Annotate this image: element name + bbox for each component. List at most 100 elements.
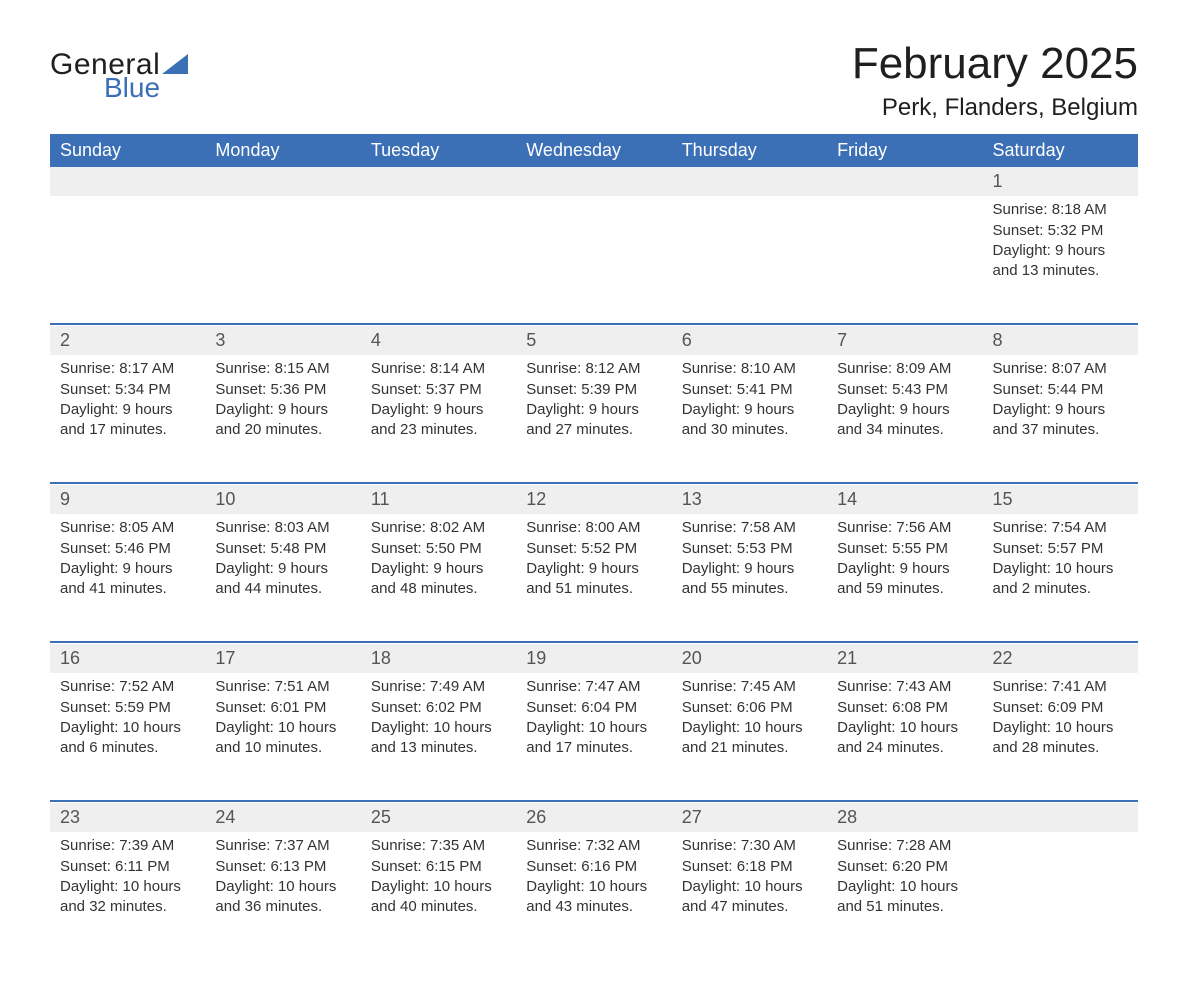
- daylight-text: Daylight: 9 hours and 59 minutes.: [837, 559, 972, 600]
- header: General Blue February 2025 Perk, Flander…: [50, 40, 1138, 122]
- day-number-cell: 26: [516, 803, 671, 832]
- day-number-cell: 17: [205, 644, 360, 673]
- sunset-text: Sunset: 5:46 PM: [60, 539, 195, 559]
- day-number-cell: 18: [361, 644, 516, 673]
- week-daynum-row: 1: [50, 167, 1138, 196]
- daylight-text: Daylight: 10 hours and 24 minutes.: [837, 718, 972, 759]
- sunset-text: Sunset: 5:43 PM: [837, 380, 972, 400]
- day-cell: Sunrise: 7:58 AMSunset: 5:53 PMDaylight:…: [672, 514, 827, 642]
- day-cell: Sunrise: 8:02 AMSunset: 5:50 PMDaylight:…: [361, 514, 516, 642]
- day-number-cell: 19: [516, 644, 671, 673]
- brand-logo: General Blue: [50, 40, 188, 102]
- sunrise-text: Sunrise: 7:54 AM: [993, 518, 1128, 538]
- daylight-text: Daylight: 9 hours and 48 minutes.: [371, 559, 506, 600]
- daylight-text: Daylight: 10 hours and 51 minutes.: [837, 877, 972, 918]
- day-number: 28: [837, 805, 972, 830]
- day-cell: Sunrise: 7:47 AMSunset: 6:04 PMDaylight:…: [516, 673, 671, 801]
- day-number: 9: [60, 487, 195, 512]
- daylight-text: Daylight: 10 hours and 2 minutes.: [993, 559, 1128, 600]
- day-cell: Sunrise: 8:00 AMSunset: 5:52 PMDaylight:…: [516, 514, 671, 642]
- sunset-text: Sunset: 6:13 PM: [215, 857, 350, 877]
- day-number-cell: 4: [361, 326, 516, 355]
- day-number: 16: [60, 646, 195, 671]
- day-cell: [516, 196, 671, 324]
- day-number-cell: 1: [983, 167, 1138, 196]
- day-cell: [827, 196, 982, 324]
- day-cell: Sunrise: 7:43 AMSunset: 6:08 PMDaylight:…: [827, 673, 982, 801]
- sunrise-text: Sunrise: 8:00 AM: [526, 518, 661, 538]
- day-cell: Sunrise: 8:18 AMSunset: 5:32 PMDaylight:…: [983, 196, 1138, 324]
- sunset-text: Sunset: 5:37 PM: [371, 380, 506, 400]
- sunset-text: Sunset: 6:15 PM: [371, 857, 506, 877]
- day-number: 21: [837, 646, 972, 671]
- sunrise-text: Sunrise: 7:30 AM: [682, 836, 817, 856]
- sunrise-text: Sunrise: 7:51 AM: [215, 677, 350, 697]
- day-number: 26: [526, 805, 661, 830]
- day-cell: Sunrise: 7:32 AMSunset: 6:16 PMDaylight:…: [516, 832, 671, 960]
- day-number: 3: [215, 328, 350, 353]
- sunrise-text: Sunrise: 7:45 AM: [682, 677, 817, 697]
- week-daynum-row: 16171819202122: [50, 644, 1138, 673]
- daylight-text: Daylight: 9 hours and 34 minutes.: [837, 400, 972, 441]
- day-number-cell: [50, 167, 205, 196]
- daylight-text: Daylight: 9 hours and 51 minutes.: [526, 559, 661, 600]
- week-daynum-row: 232425262728: [50, 803, 1138, 832]
- day-cell: Sunrise: 8:09 AMSunset: 5:43 PMDaylight:…: [827, 355, 982, 483]
- daylight-text: Daylight: 9 hours and 37 minutes.: [993, 400, 1128, 441]
- daylight-text: Daylight: 9 hours and 27 minutes.: [526, 400, 661, 441]
- sunset-text: Sunset: 5:36 PM: [215, 380, 350, 400]
- sunrise-text: Sunrise: 8:12 AM: [526, 359, 661, 379]
- sunset-text: Sunset: 6:01 PM: [215, 698, 350, 718]
- day-number-cell: 23: [50, 803, 205, 832]
- sunrise-text: Sunrise: 7:28 AM: [837, 836, 972, 856]
- sunrise-text: Sunrise: 7:43 AM: [837, 677, 972, 697]
- calendar-body: 1Sunrise: 8:18 AMSunset: 5:32 PMDaylight…: [50, 167, 1138, 960]
- month-title: February 2025: [852, 40, 1138, 88]
- day-cell: [672, 196, 827, 324]
- day-number-cell: 13: [672, 485, 827, 514]
- day-number-cell: 20: [672, 644, 827, 673]
- daylight-text: Daylight: 10 hours and 32 minutes.: [60, 877, 195, 918]
- day-number-cell: 12: [516, 485, 671, 514]
- daylight-text: Daylight: 9 hours and 30 minutes.: [682, 400, 817, 441]
- day-number-cell: 28: [827, 803, 982, 832]
- daylight-text: Daylight: 9 hours and 17 minutes.: [60, 400, 195, 441]
- sunset-text: Sunset: 6:11 PM: [60, 857, 195, 877]
- day-number-cell: 2: [50, 326, 205, 355]
- weekday-header: Sunday: [50, 134, 205, 167]
- day-number-cell: [205, 167, 360, 196]
- sunset-text: Sunset: 5:59 PM: [60, 698, 195, 718]
- day-number-cell: 21: [827, 644, 982, 673]
- daylight-text: Daylight: 9 hours and 55 minutes.: [682, 559, 817, 600]
- daylight-text: Daylight: 10 hours and 47 minutes.: [682, 877, 817, 918]
- day-cell: Sunrise: 8:15 AMSunset: 5:36 PMDaylight:…: [205, 355, 360, 483]
- day-number: 13: [682, 487, 817, 512]
- week-body-row: Sunrise: 8:05 AMSunset: 5:46 PMDaylight:…: [50, 514, 1138, 642]
- location-subtitle: Perk, Flanders, Belgium: [852, 94, 1138, 122]
- day-cell: Sunrise: 8:14 AMSunset: 5:37 PMDaylight:…: [361, 355, 516, 483]
- day-cell: Sunrise: 7:37 AMSunset: 6:13 PMDaylight:…: [205, 832, 360, 960]
- day-number: 10: [215, 487, 350, 512]
- day-cell: Sunrise: 8:07 AMSunset: 5:44 PMDaylight:…: [983, 355, 1138, 483]
- daylight-text: Daylight: 10 hours and 43 minutes.: [526, 877, 661, 918]
- day-number-cell: [983, 803, 1138, 832]
- weekday-header: Saturday: [983, 134, 1138, 167]
- daylight-text: Daylight: 9 hours and 20 minutes.: [215, 400, 350, 441]
- day-number-cell: 6: [672, 326, 827, 355]
- daylight-text: Daylight: 10 hours and 36 minutes.: [215, 877, 350, 918]
- day-cell: Sunrise: 7:39 AMSunset: 6:11 PMDaylight:…: [50, 832, 205, 960]
- day-cell: Sunrise: 7:49 AMSunset: 6:02 PMDaylight:…: [361, 673, 516, 801]
- sunset-text: Sunset: 5:48 PM: [215, 539, 350, 559]
- day-number: 11: [371, 487, 506, 512]
- weekday-header: Monday: [205, 134, 360, 167]
- day-number-cell: [827, 167, 982, 196]
- sunrise-text: Sunrise: 7:32 AM: [526, 836, 661, 856]
- day-number: 18: [371, 646, 506, 671]
- day-cell: [361, 196, 516, 324]
- sunset-text: Sunset: 6:09 PM: [993, 698, 1128, 718]
- sunset-text: Sunset: 6:02 PM: [371, 698, 506, 718]
- sunrise-text: Sunrise: 7:37 AM: [215, 836, 350, 856]
- sunrise-text: Sunrise: 7:58 AM: [682, 518, 817, 538]
- weekday-header: Thursday: [672, 134, 827, 167]
- sunset-text: Sunset: 6:08 PM: [837, 698, 972, 718]
